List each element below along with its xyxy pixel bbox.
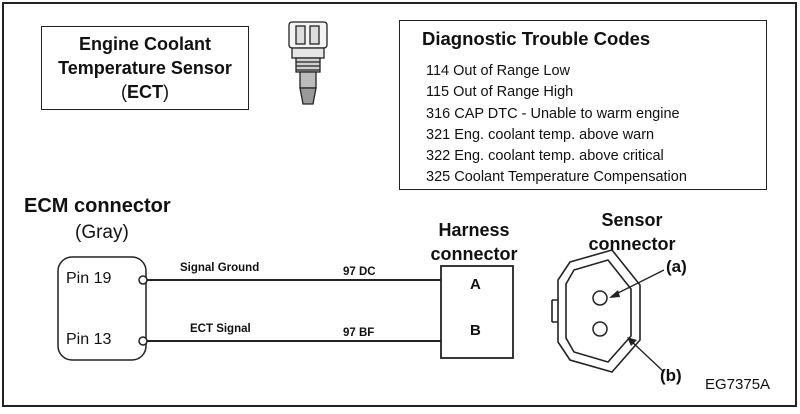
ect-signal-label: ECT Signal <box>190 323 251 335</box>
dtc-item: 114 Out of Range Low <box>426 63 571 79</box>
dtc-item: 321 Eng. coolant temp. above warn <box>426 126 655 143</box>
harness-terminal-b: B <box>470 322 481 339</box>
ect-sensor-illustration <box>288 21 328 105</box>
dtc-list: 114 Out of Range Low 115 Out of Range Hi… <box>426 61 687 189</box>
callout-b-leader <box>629 339 665 373</box>
terminal-b <box>592 321 608 337</box>
dtc-item: 115 Out of Range High <box>426 84 574 101</box>
sensor-title-line2: connector <box>588 234 676 254</box>
callout-b-label: (b) <box>660 366 682 385</box>
ecm-connector-body <box>57 256 147 361</box>
ecm-connector-title: ECM connector <box>24 195 171 217</box>
dtc-title: Diagnostic Trouble Codes <box>422 28 651 49</box>
sensor-connector-title: Sensor connector <box>572 208 692 256</box>
pin-13-terminal <box>138 336 148 346</box>
signal-ground-label: Signal Ground <box>180 262 260 274</box>
terminal-a <box>592 290 608 306</box>
pin-19-label: Pin 19 <box>66 270 112 287</box>
pin-13-label: Pin 13 <box>66 331 112 348</box>
figure-code: EG7375A <box>705 376 771 393</box>
harness-terminal-a: A <box>470 276 481 293</box>
figure-frame <box>2 2 797 407</box>
sensor-title-line1: Engine Coolant <box>79 34 211 54</box>
dtc-item: 325 Coolant Temperature Compensation <box>426 169 687 186</box>
ecm-connector-subtitle: (Gray) <box>75 222 129 243</box>
signal-ground-code: 97 DC <box>343 266 376 278</box>
sensor-title-line2: Temperature Sensor <box>58 58 232 78</box>
harness-connector-body <box>440 265 514 359</box>
sensor-title-line3: (ECT) <box>42 80 248 104</box>
paren-open: ( <box>121 82 127 102</box>
callout-b-arrowhead <box>627 337 637 346</box>
sensor-title-box: Engine Coolant Temperature Sensor (ECT) <box>41 26 249 110</box>
ect-signal-code: 97 BF <box>343 327 375 339</box>
harness-title-line1: Harness <box>438 220 510 240</box>
dtc-item: 322 Eng. coolant temp. above critical <box>426 148 664 165</box>
dtc-box: Diagnostic Trouble Codes 114 Out of Rang… <box>399 20 767 190</box>
callout-a-arrowhead <box>609 290 620 298</box>
harness-connector-title: Harness connector <box>418 218 530 266</box>
sensor-connector-face <box>551 249 641 373</box>
sensor-title-line1: Sensor <box>601 210 663 230</box>
paren-close: ) <box>163 82 169 102</box>
dtc-item: 316 CAP DTC - Unable to warm engine <box>426 105 680 122</box>
callout-a-leader <box>611 269 665 297</box>
pin-19-terminal <box>138 275 148 285</box>
sensor-abbr: ECT <box>127 82 163 102</box>
harness-title-line2: connector <box>430 244 518 264</box>
callout-a-label: (a) <box>666 257 687 276</box>
